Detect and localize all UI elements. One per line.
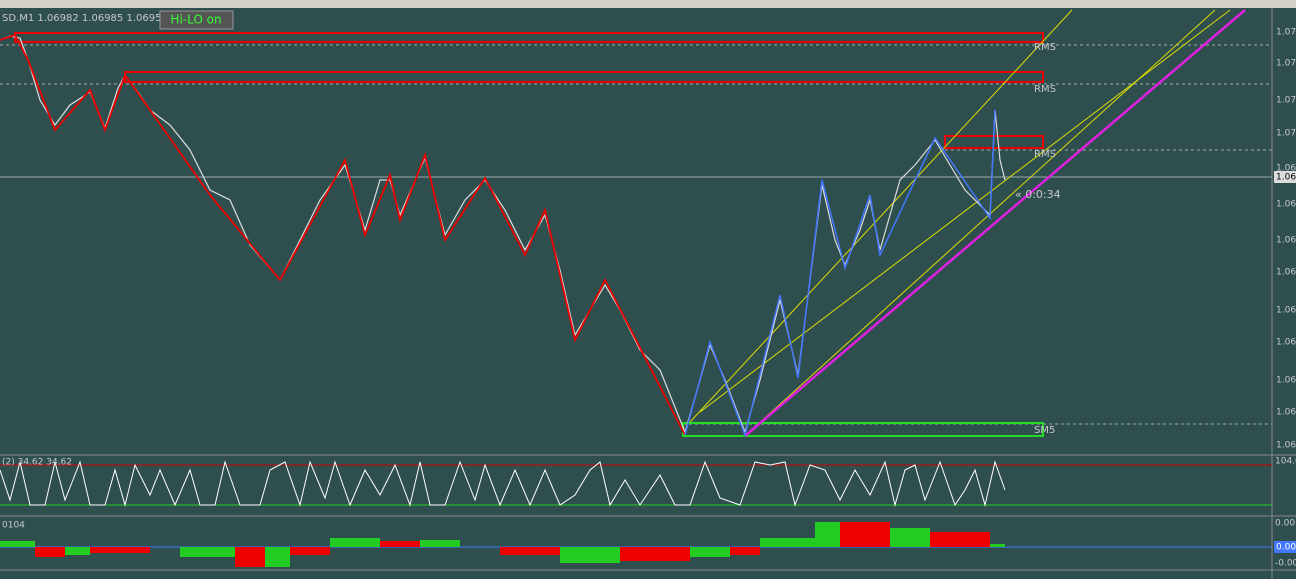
price-label: 1.06 — [1276, 268, 1296, 278]
price-label: 1.06 — [1276, 164, 1296, 174]
price-label: 1.06 — [1276, 408, 1296, 418]
hilo-button[interactable] — [159, 10, 234, 30]
level-label: RMS — [1034, 84, 1056, 95]
price-label: 1.06 — [1276, 236, 1296, 246]
macd-axis: 0.00 — [1275, 519, 1295, 529]
hilo-label[interactable]: Hi-LO on — [170, 13, 221, 27]
current-price: 1.06 — [1276, 173, 1296, 183]
macd-axis: -0.00 — [1275, 559, 1296, 569]
rsi-line — [0, 460, 1006, 507]
zigzag-up — [684, 109, 996, 438]
price-label: 1.06 — [1276, 306, 1296, 316]
macd-bars — [0, 522, 1005, 567]
price-label: 1.06 — [1276, 376, 1296, 386]
macd-label: 0104 — [2, 521, 25, 531]
level-label: SM5 — [1034, 425, 1055, 436]
candle-timer: « 0:0:34 — [1015, 188, 1061, 201]
symbol-info: SD.M1 1.06982 1.06985 1.06955 1.06 — [2, 13, 193, 24]
price-label: 1.07 — [1276, 59, 1296, 69]
price-label: 1.06 — [1276, 200, 1296, 210]
trend-line — [744, 9, 1246, 437]
toolbar — [0, 0, 1296, 8]
current-price-box — [1274, 171, 1296, 183]
price-label: 1.07 — [1276, 28, 1296, 38]
rsi-label: (2) 34.62 34.62 — [2, 458, 72, 468]
zigzag — [0, 33, 686, 436]
channel — [689, 9, 1231, 437]
macd-current: 0.00 — [1276, 543, 1296, 553]
level-label: RMS — [1034, 42, 1056, 53]
price-label: 1.06 — [1276, 338, 1296, 348]
price-label: 1.07 — [1276, 129, 1296, 139]
level-label: RMS — [1034, 149, 1056, 160]
rsi-axis: 104.0 — [1275, 457, 1296, 467]
price-axis: 1.071.071.071.071.061.061.061.061.061.06… — [1276, 28, 1296, 451]
macd-current-box — [1274, 541, 1296, 553]
price-label: 1.06 — [1276, 441, 1296, 451]
chart-bg — [0, 8, 1296, 579]
price-label: 1.07 — [1276, 96, 1296, 106]
